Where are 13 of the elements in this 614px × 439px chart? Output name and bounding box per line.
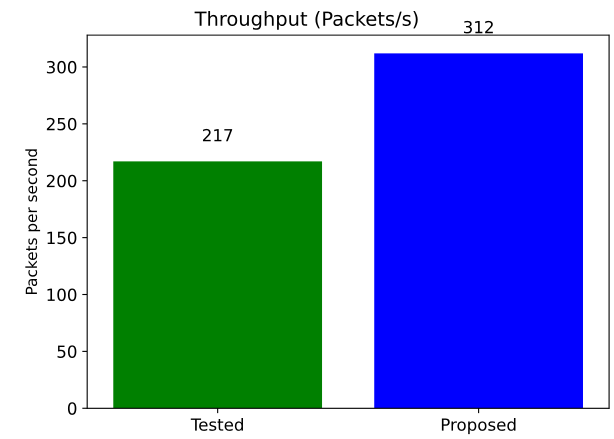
y-tick-label: 200 [46, 174, 76, 188]
y-axis-title: Packets per second [25, 149, 40, 294]
x-tick-label: Tested [190, 418, 243, 431]
data-label: 312 [464, 20, 493, 34]
y-tick-label: 300 [46, 60, 76, 74]
y-tick-label: 100 [47, 288, 76, 302]
y-tick-label: 150 [47, 232, 76, 244]
x-tick-label: Proposed [442, 418, 516, 434]
chart-title: Throughput (Packets/s) [194, 10, 418, 30]
y-tick-label: 50 [58, 345, 76, 358]
data-label: 217 [202, 128, 232, 142]
y-tick-label: 250 [46, 118, 76, 130]
y-tick-label: 0 [68, 402, 76, 415]
